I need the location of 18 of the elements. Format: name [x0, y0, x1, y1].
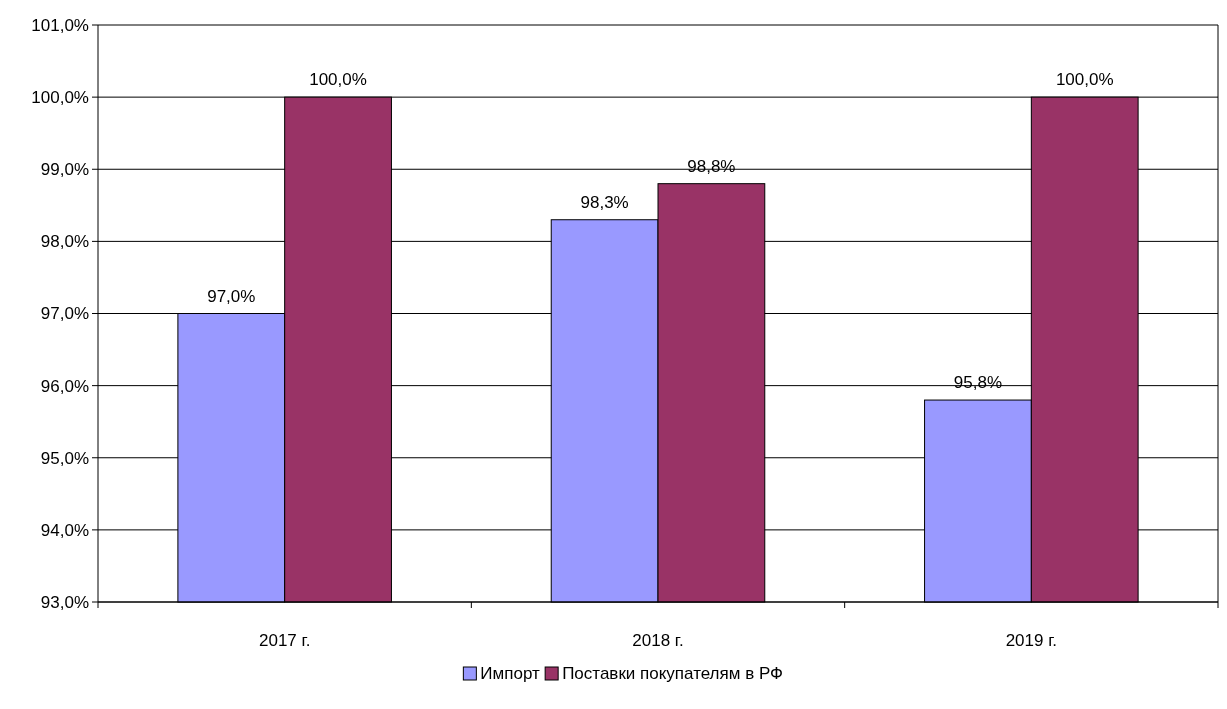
data-label: 97,0%	[207, 286, 256, 306]
data-label: 100,0%	[309, 70, 367, 90]
y-tick-label: 94,0%	[40, 520, 89, 540]
y-tick-label: 100,0%	[31, 88, 89, 108]
data-label: 98,3%	[580, 192, 629, 212]
y-tick-label: 93,0%	[40, 592, 89, 612]
y-tick-label: 101,0%	[31, 15, 89, 35]
y-tick-label: 96,0%	[40, 376, 89, 396]
y-tick-label: 98,0%	[40, 232, 89, 252]
legend-label: Импорт	[480, 664, 540, 683]
x-tick-label: 2017 г.	[258, 631, 311, 650]
y-tick-label: 99,0%	[40, 160, 89, 180]
y-tick-label: 97,0%	[40, 304, 89, 324]
data-label: 100,0%	[1055, 70, 1114, 90]
y-tick-label: 95,0%	[40, 448, 89, 468]
legend-label: Поставки покупателям в РФ	[562, 664, 783, 683]
x-tick-label: 2018 г.	[632, 631, 684, 650]
x-tick-label: 2019 г.	[1005, 631, 1058, 650]
